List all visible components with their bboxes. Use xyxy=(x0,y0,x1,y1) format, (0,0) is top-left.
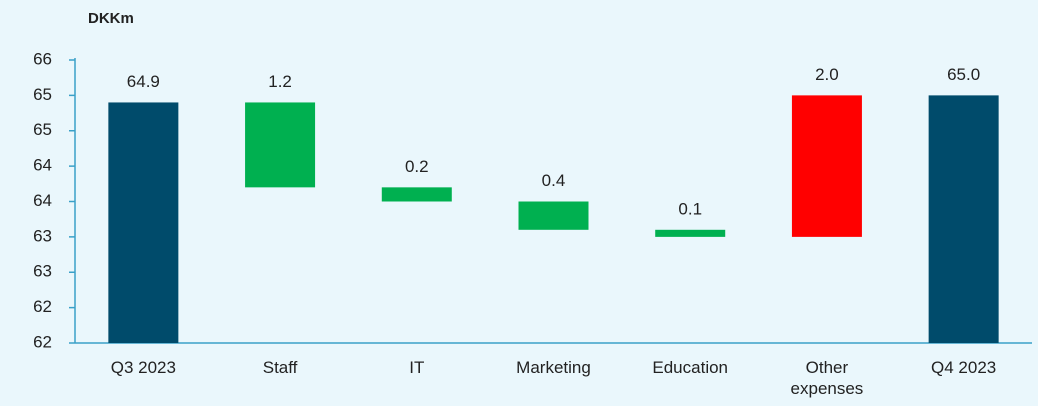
y-axis-label: DKKm xyxy=(88,10,134,27)
bar xyxy=(518,201,589,230)
y-tick-label: 64 xyxy=(33,156,52,175)
y-tick-label: 63 xyxy=(33,226,52,245)
x-tick-label: IT xyxy=(409,358,425,377)
bar xyxy=(791,95,862,237)
bar xyxy=(381,187,452,202)
bar xyxy=(245,102,316,188)
x-tick-label: Q4 2023 xyxy=(931,358,997,377)
x-tick-label: Education xyxy=(652,358,729,377)
data-label: 0.2 xyxy=(405,157,429,176)
data-label: 65.0 xyxy=(947,65,980,84)
y-tick-label: 62 xyxy=(33,297,52,316)
bar xyxy=(108,102,179,343)
y-tick-label: 65 xyxy=(33,85,52,104)
y-tick-label: 62 xyxy=(33,332,52,351)
y-tick-label: 64 xyxy=(33,191,52,210)
data-label: 0.1 xyxy=(678,199,702,218)
bar xyxy=(655,229,726,237)
x-tick-label: Other expenses xyxy=(790,358,864,398)
y-tick-label: 63 xyxy=(33,262,52,281)
x-tick-label: Marketing xyxy=(516,358,591,377)
y-tick-label: 65 xyxy=(33,120,52,139)
data-label: 0.4 xyxy=(542,171,566,190)
data-label: 2.0 xyxy=(815,65,839,84)
y-tick-label: 66 xyxy=(33,49,52,68)
data-label: 1.2 xyxy=(268,72,292,91)
x-tick-label: Q3 2023 xyxy=(110,358,176,377)
data-label: 64.9 xyxy=(127,72,160,91)
bar xyxy=(928,95,999,343)
x-tick-label: Staff xyxy=(262,358,298,377)
